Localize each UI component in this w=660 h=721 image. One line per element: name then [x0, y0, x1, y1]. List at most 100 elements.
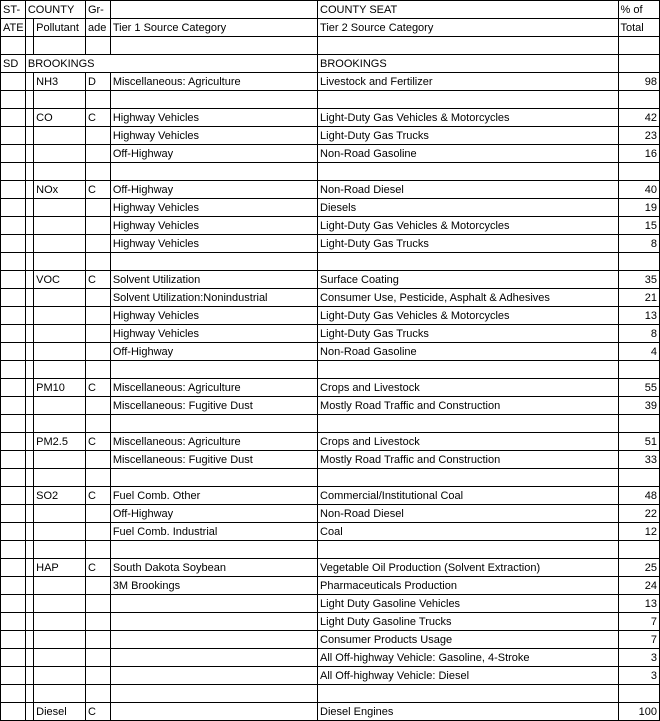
cell-tier2: Light-Duty Gas Vehicles & Motorcycles	[318, 109, 618, 127]
cell-percent	[618, 91, 660, 109]
cell-blank	[25, 397, 33, 415]
cell-blank	[25, 235, 33, 253]
cell-percent	[618, 253, 660, 271]
cell-pollutant: PM2.5	[34, 433, 86, 451]
cell-tier2: Non-Road Gasoline	[318, 145, 618, 163]
cell-grade	[85, 37, 110, 55]
hdr-total: Total	[618, 19, 660, 37]
cell-tier1: Miscellaneous: Fugitive Dust	[110, 397, 317, 415]
cell-state	[1, 577, 26, 595]
cell-tier2: Livestock and Fertilizer	[318, 73, 618, 91]
cell-pollutant: HAP	[34, 559, 86, 577]
cell-pollutant	[34, 235, 86, 253]
cell-tier2: Coal	[318, 523, 618, 541]
cell-blank	[25, 307, 33, 325]
table-row	[1, 163, 660, 181]
cell-pollutant	[34, 631, 86, 649]
cell-pollutant	[34, 667, 86, 685]
table-row: SDBROOKINGSBROOKINGS	[1, 55, 660, 73]
cell-blank	[25, 487, 33, 505]
cell-tier2: BROOKINGS	[318, 55, 618, 73]
cell-tier1: Highway Vehicles	[110, 325, 317, 343]
cell-tier2: Light Duty Gasoline Trucks	[318, 613, 618, 631]
table-row: Highway VehiclesLight-Duty Gas Trucks8	[1, 325, 660, 343]
cell-pollutant	[34, 145, 86, 163]
cell-tier1	[110, 163, 317, 181]
cell-grade	[85, 631, 110, 649]
cell-grade	[85, 127, 110, 145]
cell-tier1	[110, 253, 317, 271]
cell-grade	[85, 307, 110, 325]
cell-pollutant	[34, 451, 86, 469]
cell-pollutant	[34, 595, 86, 613]
cell-tier2: Light-Duty Gas Vehicles & Motorcycles	[318, 307, 618, 325]
cell-tier2	[318, 163, 618, 181]
cell-tier1: Highway Vehicles	[110, 217, 317, 235]
cell-tier1: Off-Highway	[110, 343, 317, 361]
cell-tier1: Off-Highway	[110, 145, 317, 163]
cell-pollutant	[34, 541, 86, 559]
cell-grade	[85, 451, 110, 469]
cell-blank	[25, 685, 33, 703]
cell-percent: 15	[618, 217, 660, 235]
cell-pollutant	[34, 289, 86, 307]
cell-blank	[25, 649, 33, 667]
cell-tier2: Consumer Products Usage	[318, 631, 618, 649]
cell-state	[1, 343, 26, 361]
cell-tier1: South Dakota Soybean	[110, 559, 317, 577]
cell-state	[1, 451, 26, 469]
cell-grade	[85, 541, 110, 559]
cell-state	[1, 271, 26, 289]
cell-blank	[25, 217, 33, 235]
cell-tier1	[110, 469, 317, 487]
table-row: NH3DMiscellaneous: AgricultureLivestock …	[1, 73, 660, 91]
cell-state	[1, 379, 26, 397]
cell-tier2: Surface Coating	[318, 271, 618, 289]
cell-blank	[25, 145, 33, 163]
cell-percent: 40	[618, 181, 660, 199]
cell-percent: 16	[618, 145, 660, 163]
cell-pollutant	[34, 343, 86, 361]
cell-state	[1, 559, 26, 577]
cell-grade: D	[85, 73, 110, 91]
cell-pollutant: NH3	[34, 73, 86, 91]
cell-tier1: Off-Highway	[110, 505, 317, 523]
cell-tier1	[110, 685, 317, 703]
cell-tier1: Highway Vehicles	[110, 235, 317, 253]
emissions-table: ST- COUNTY Gr- COUNTY SEAT % of ATE Poll…	[0, 0, 660, 721]
cell-tier2: Non-Road Gasoline	[318, 343, 618, 361]
cell-percent: 4	[618, 343, 660, 361]
cell-blank	[25, 127, 33, 145]
cell-blank	[25, 667, 33, 685]
cell-blank	[25, 361, 33, 379]
cell-tier1: Highway Vehicles	[110, 307, 317, 325]
cell-state	[1, 469, 26, 487]
cell-grade: C	[85, 487, 110, 505]
cell-blank	[25, 343, 33, 361]
cell-tier2: Crops and Livestock	[318, 433, 618, 451]
cell-state	[1, 163, 26, 181]
cell-grade	[85, 91, 110, 109]
cell-blank	[25, 577, 33, 595]
cell-blank	[25, 505, 33, 523]
cell-state	[1, 289, 26, 307]
cell-pollutant	[34, 397, 86, 415]
table-row: Highway VehiclesLight-Duty Gas Vehicles …	[1, 217, 660, 235]
cell-percent: 98	[618, 73, 660, 91]
cell-state	[1, 703, 26, 721]
cell-pollutant	[34, 37, 86, 55]
cell-percent: 23	[618, 127, 660, 145]
table-row: Solvent Utilization:NonindustrialConsume…	[1, 289, 660, 307]
cell-pollutant	[34, 325, 86, 343]
cell-blank	[25, 631, 33, 649]
cell-tier2: Consumer Use, Pesticide, Asphalt & Adhes…	[318, 289, 618, 307]
cell-state	[1, 685, 26, 703]
cell-percent	[618, 541, 660, 559]
cell-grade	[85, 505, 110, 523]
cell-grade	[85, 613, 110, 631]
cell-percent	[618, 163, 660, 181]
cell-grade	[85, 343, 110, 361]
cell-state	[1, 505, 26, 523]
cell-blank	[25, 523, 33, 541]
cell-pollutant: SO2	[34, 487, 86, 505]
